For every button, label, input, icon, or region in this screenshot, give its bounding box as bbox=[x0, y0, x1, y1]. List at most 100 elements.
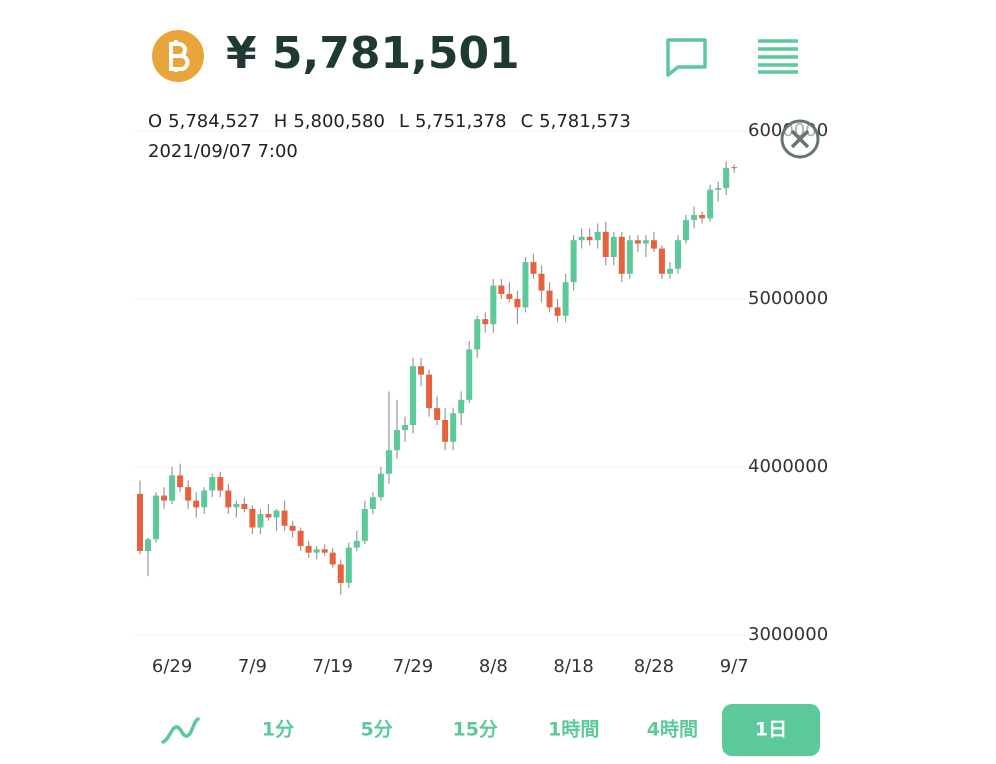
price: ¥ 5,781,501 bbox=[226, 28, 520, 79]
candle-body bbox=[522, 262, 529, 308]
candle-body bbox=[321, 549, 328, 553]
ohlc-value: 5,781,573 bbox=[539, 111, 631, 132]
ohlc-key: C bbox=[521, 111, 534, 132]
candle-body bbox=[377, 473, 384, 498]
candle-body bbox=[683, 220, 690, 241]
candle-body bbox=[715, 188, 722, 190]
y-tick-label: 5000000 bbox=[748, 288, 828, 309]
y-tick-label: 4000000 bbox=[748, 456, 828, 477]
candle-body bbox=[169, 475, 176, 501]
timeframe-tab[interactable]: 15分 bbox=[452, 719, 497, 741]
candle-body bbox=[538, 273, 545, 291]
candle-body bbox=[257, 514, 264, 528]
candle-body bbox=[618, 236, 625, 274]
menu-button[interactable] bbox=[758, 39, 798, 74]
candle-body bbox=[241, 503, 248, 509]
candle-body bbox=[466, 349, 473, 400]
candle-body bbox=[434, 408, 441, 420]
candle-body bbox=[426, 374, 433, 409]
candle-body bbox=[249, 509, 256, 528]
x-tick-label: 9/7 bbox=[720, 656, 749, 677]
candlestick-chart: 30000004000000500000060000006/297/97/197… bbox=[135, 120, 828, 677]
ohlc-value: 5,784,527 bbox=[168, 111, 260, 132]
x-tick-label: 8/8 bbox=[479, 656, 508, 677]
candle-body bbox=[450, 413, 457, 442]
candle-body bbox=[289, 525, 296, 531]
candle-body bbox=[458, 399, 465, 414]
candle-body bbox=[233, 503, 240, 508]
selected-tab-bg[interactable] bbox=[722, 704, 820, 756]
candle-body bbox=[634, 240, 641, 244]
candle-body bbox=[594, 231, 601, 241]
ohlc-key: H bbox=[274, 111, 288, 132]
candle-body bbox=[329, 552, 336, 565]
candle-body bbox=[305, 545, 312, 553]
candle-body bbox=[177, 475, 184, 488]
timeframe-tab[interactable]: 1時間 bbox=[548, 719, 599, 741]
candle-body bbox=[442, 419, 449, 442]
candle-body bbox=[265, 514, 272, 518]
candle-body bbox=[707, 189, 714, 219]
timeframe-tab[interactable]: 1日 bbox=[755, 719, 787, 741]
ohlc-value: 5,751,378 bbox=[415, 111, 507, 132]
candle-body bbox=[731, 167, 738, 169]
timeframe-tab[interactable]: 5分 bbox=[360, 719, 392, 741]
candle-body bbox=[586, 236, 593, 241]
candle-body bbox=[546, 290, 553, 308]
close-button[interactable] bbox=[780, 119, 820, 159]
candle-body bbox=[514, 299, 521, 308]
candle-body bbox=[313, 549, 320, 553]
y-tick-label: 3000000 bbox=[748, 624, 828, 645]
candle-body bbox=[699, 215, 706, 219]
candle-body bbox=[554, 307, 561, 316]
x-tick-label: 8/28 bbox=[634, 656, 674, 677]
candle-body bbox=[691, 215, 698, 221]
candle-body bbox=[185, 487, 192, 501]
chat-button[interactable] bbox=[666, 38, 707, 77]
x-tick-label: 7/19 bbox=[313, 656, 353, 677]
candle-body bbox=[145, 539, 152, 551]
candle-body bbox=[658, 248, 665, 274]
candle-body bbox=[393, 430, 400, 451]
candle-body bbox=[650, 240, 657, 249]
candle-body bbox=[474, 319, 481, 350]
ohlc-key: L bbox=[399, 111, 409, 132]
candle-body bbox=[385, 450, 392, 474]
candle-body bbox=[201, 490, 208, 508]
candle-body bbox=[273, 510, 280, 518]
candle-body bbox=[602, 231, 609, 257]
candle-body bbox=[410, 366, 417, 425]
candle-body bbox=[418, 366, 425, 375]
candle-body bbox=[297, 530, 304, 546]
line-chart-toggle[interactable] bbox=[161, 717, 200, 744]
x-tick-label: 7/9 bbox=[238, 656, 267, 677]
candle-body bbox=[506, 293, 513, 299]
candle-body bbox=[642, 240, 649, 244]
x-tick-label: 7/29 bbox=[393, 656, 433, 677]
candle-body bbox=[666, 268, 673, 274]
candle-body bbox=[369, 497, 376, 509]
candle-body bbox=[570, 240, 577, 283]
candle-body bbox=[610, 236, 617, 257]
ohlc-key: O bbox=[148, 111, 162, 132]
timeframe-tab[interactable]: 1分 bbox=[262, 719, 294, 741]
candle-body bbox=[490, 285, 497, 325]
candle-body bbox=[498, 285, 505, 294]
ohlc-value: 5,800,580 bbox=[293, 111, 385, 132]
candle-body bbox=[209, 477, 216, 491]
candle-body bbox=[723, 167, 730, 189]
ohlc-header: O 5,784,527 H 5,800,580 L 5,751,378 C 5,781,573 bbox=[148, 111, 631, 132]
bitcoin-icon bbox=[152, 30, 204, 82]
candle-body bbox=[225, 490, 232, 508]
candle-body bbox=[578, 236, 585, 241]
candle-body bbox=[675, 240, 682, 269]
candle-body bbox=[562, 282, 569, 316]
candle-body bbox=[217, 477, 224, 491]
timestamp: 2021/09/07 7:00 bbox=[148, 141, 298, 162]
timeframe-tab[interactable]: 4時間 bbox=[647, 719, 698, 741]
x-tick-label: 6/29 bbox=[152, 656, 192, 677]
candle-body bbox=[353, 540, 360, 548]
candle-body bbox=[345, 547, 352, 583]
candle-body bbox=[153, 495, 160, 540]
